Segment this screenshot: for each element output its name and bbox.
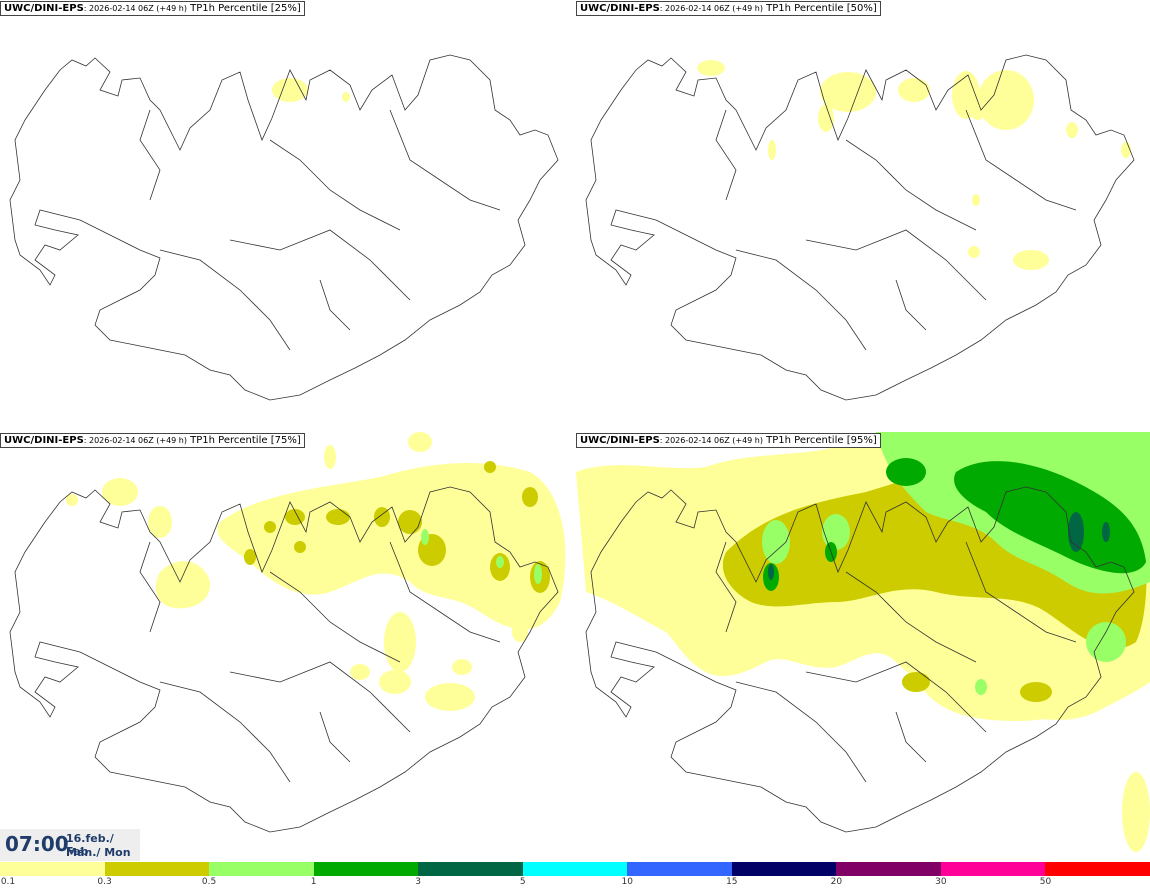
legend-swatch-10 bbox=[1045, 862, 1150, 876]
legend-swatch-8 bbox=[836, 862, 941, 876]
map-panel-p50: UWC/DINI-EPS: 2026-02-14 06Z (+49 h) TP1… bbox=[576, 0, 1150, 430]
map-panel-p25: UWC/DINI-EPS: 2026-02-14 06Z (+49 h) TP1… bbox=[0, 0, 574, 430]
legend-swatch-2 bbox=[209, 862, 314, 876]
legend-swatch-9 bbox=[940, 862, 1046, 876]
valid-date: 16.feb./ Feb bbox=[66, 832, 114, 858]
legend-tick-label: 50 bbox=[1039, 877, 1052, 887]
legend-tick-label: 0.1 bbox=[0, 877, 16, 887]
legend-swatch-0 bbox=[0, 862, 105, 876]
legend-tick-label: 15 bbox=[726, 877, 738, 887]
iceland-map bbox=[576, 432, 1150, 852]
legend-swatch-3 bbox=[313, 862, 419, 876]
map-panel-p75: UWC/DINI-EPS: 2026-02-14 06Z (+49 h) TP1… bbox=[0, 432, 574, 862]
legend-swatch-1 bbox=[104, 862, 210, 876]
legend-swatch-6 bbox=[627, 862, 732, 876]
map-panel-p95: UWC/DINI-EPS: 2026-02-14 06Z (+49 h) TP1… bbox=[576, 432, 1150, 862]
panel-header: UWC/DINI-EPS: 2026-02-14 06Z (+49 h) TP1… bbox=[0, 1, 305, 16]
legend-tick-label: 1 bbox=[310, 877, 317, 887]
legend-tick-label: 5 bbox=[519, 877, 526, 887]
coastline bbox=[9, 54, 559, 401]
legend-swatch-4 bbox=[418, 862, 523, 876]
legend-tick-label: 10 bbox=[621, 877, 633, 887]
valid-weekday: Mán./ Mon bbox=[66, 846, 131, 859]
legend-ticks: 0.1 0.3 0.5 1 3 5 10 15 20 30 50 bbox=[0, 876, 1150, 891]
precip-fields bbox=[272, 78, 350, 102]
legend-tick-label: 3 bbox=[415, 877, 422, 887]
iceland-map bbox=[9, 54, 559, 401]
panel-header: UWC/DINI-EPS: 2026-02-14 06Z (+49 h) TP1… bbox=[576, 433, 881, 448]
legend-tick-label: 0.3 bbox=[97, 877, 112, 887]
valid-time-box: 07:00 16.feb./ Feb Mán./ Mon bbox=[0, 829, 140, 861]
precip-fields bbox=[66, 432, 566, 711]
valid-time: 07:00 bbox=[5, 832, 69, 856]
legend-tick-label: 20 bbox=[830, 877, 843, 887]
legend-swatch-5 bbox=[522, 862, 628, 876]
precip-fields bbox=[576, 432, 1150, 852]
legend-tick-label: 0.5 bbox=[201, 877, 217, 887]
precip-fields bbox=[697, 60, 1131, 270]
iceland-map bbox=[585, 54, 1135, 401]
color-legend bbox=[0, 862, 1150, 876]
panel-header: UWC/DINI-EPS: 2026-02-14 06Z (+49 h) TP1… bbox=[576, 1, 881, 16]
panel-header: UWC/DINI-EPS: 2026-02-14 06Z (+49 h) TP1… bbox=[0, 433, 305, 448]
iceland-map bbox=[9, 432, 566, 833]
legend-tick-label: 30 bbox=[935, 877, 947, 887]
legend-swatch-7 bbox=[731, 862, 837, 876]
